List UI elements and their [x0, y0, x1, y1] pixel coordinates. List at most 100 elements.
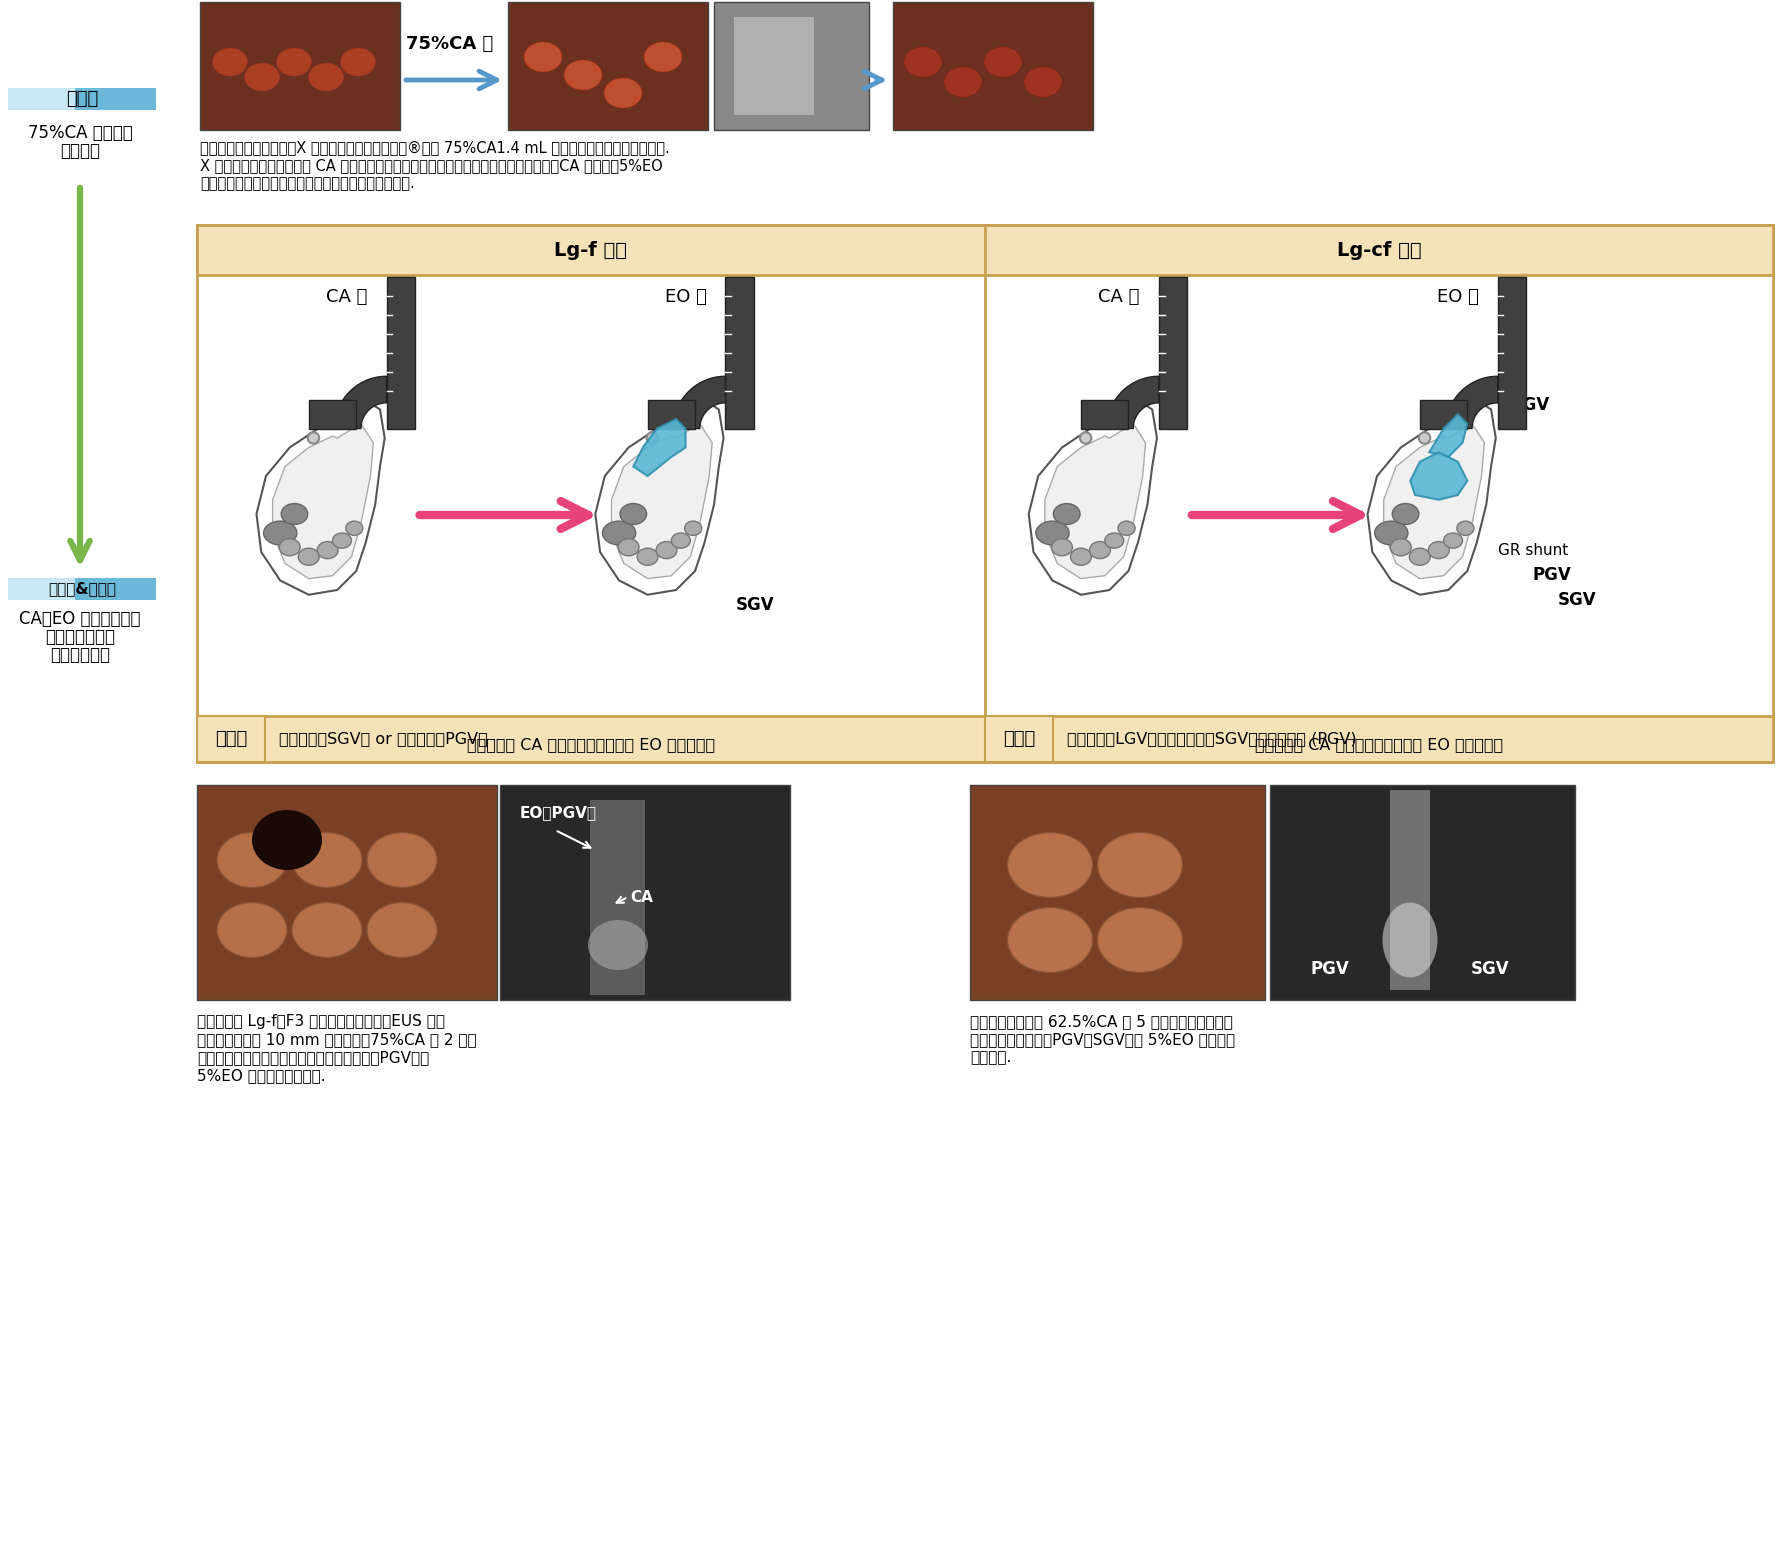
Ellipse shape — [1392, 503, 1419, 525]
Ellipse shape — [316, 542, 338, 559]
Polygon shape — [1029, 400, 1157, 595]
Bar — [1159, 276, 1188, 428]
Ellipse shape — [309, 62, 343, 90]
Text: Lg-cf 症例: Lg-cf 症例 — [1337, 240, 1421, 260]
Ellipse shape — [637, 548, 658, 566]
Ellipse shape — [332, 533, 352, 548]
Ellipse shape — [292, 832, 363, 888]
Ellipse shape — [341, 48, 375, 76]
Text: に注入し，胃静脈脉血流を遷断し，供血路（PGV）に: に注入し，胃静脈脉血流を遷断し，供血路（PGV）に — [197, 1050, 428, 1066]
Ellipse shape — [299, 548, 320, 566]
Ellipse shape — [263, 520, 297, 545]
Ellipse shape — [1428, 542, 1449, 559]
Bar — [500, 785, 789, 1000]
Ellipse shape — [279, 539, 300, 556]
Text: Lg-f 症例: Lg-f 症例 — [555, 240, 628, 260]
Bar — [725, 276, 754, 428]
Text: LGV: LGV — [1513, 396, 1550, 414]
Text: SGV: SGV — [1470, 960, 1510, 978]
Ellipse shape — [1419, 432, 1430, 444]
Bar — [1269, 785, 1575, 1000]
Ellipse shape — [1008, 832, 1092, 897]
Ellipse shape — [1118, 520, 1134, 536]
Text: 出血例: 出血例 — [66, 90, 98, 108]
Polygon shape — [272, 424, 373, 578]
Text: 胃静脈脉出血に対して，X 線透視下にリピオドール®混合 75%CA1.4 mL を注入し，瞬時に止血できた.: 胃静脈脉出血に対して，X 線透視下にリピオドール®混合 75%CA1.4 mL … — [199, 140, 670, 154]
Polygon shape — [1410, 452, 1467, 500]
Bar — [75, 578, 156, 600]
Polygon shape — [334, 375, 386, 428]
Text: 待期例&予防例: 待期例&予防例 — [48, 581, 116, 597]
Text: 胃静脈脉および: 胃静脈脉および — [44, 628, 116, 647]
Ellipse shape — [621, 503, 647, 525]
Text: る胃静脈脉径は 10 mm であった．75%CA を 2 カ所: る胃静脈脉径は 10 mm であった．75%CA を 2 カ所 — [197, 1031, 477, 1047]
Text: GR shunt: GR shunt — [1497, 542, 1568, 558]
Bar — [7, 87, 75, 111]
Ellipse shape — [1024, 67, 1061, 97]
Ellipse shape — [1444, 533, 1463, 548]
Ellipse shape — [217, 902, 286, 958]
Ellipse shape — [252, 810, 322, 869]
Ellipse shape — [1053, 503, 1079, 525]
Ellipse shape — [589, 921, 647, 971]
Ellipse shape — [1070, 548, 1092, 566]
Polygon shape — [1383, 424, 1485, 578]
Bar — [985, 717, 1053, 762]
Bar — [199, 2, 400, 129]
Bar — [715, 2, 869, 129]
Text: CA 法: CA 法 — [325, 288, 368, 305]
Text: X 線所見から胃静脈脉内が CA ポリマーで完全置換（閉鎖）されていることがわかる，CA 法後は，5%EO: X 線所見から胃静脈脉内が CA ポリマーで完全置換（閉鎖）されていることがわか… — [199, 157, 663, 173]
Ellipse shape — [1104, 533, 1124, 548]
Text: PGV: PGV — [1310, 960, 1350, 978]
Polygon shape — [612, 424, 713, 578]
Bar — [509, 2, 708, 129]
Text: PGV: PGV — [1533, 566, 1572, 584]
Text: 胃静脈脉を CA で置換し，供血路を EO で閉塑する: 胃静脈脉を CA で置換し，供血路を EO で閉塑する — [1255, 737, 1502, 753]
Polygon shape — [596, 400, 724, 595]
Polygon shape — [633, 419, 686, 477]
Ellipse shape — [292, 902, 363, 958]
Ellipse shape — [647, 432, 658, 444]
Bar — [1390, 790, 1430, 989]
Ellipse shape — [1390, 539, 1412, 556]
Ellipse shape — [564, 61, 603, 90]
Bar — [1497, 276, 1526, 428]
Text: EO 法: EO 法 — [665, 288, 706, 305]
Ellipse shape — [345, 520, 363, 536]
Ellipse shape — [1008, 907, 1092, 972]
Polygon shape — [1106, 375, 1159, 428]
Ellipse shape — [983, 47, 1022, 76]
Bar — [197, 717, 265, 762]
Text: EO（PGV）: EO（PGV） — [519, 805, 597, 820]
Text: EO 法: EO 法 — [1437, 288, 1479, 305]
Text: 供血路: 供血路 — [215, 731, 247, 748]
Text: 胃静脈脉に対して 62.5%CA を 5 カ所に注入し血流を: 胃静脈脉に対して 62.5%CA を 5 カ所に注入し血流を — [971, 1014, 1232, 1028]
Ellipse shape — [1079, 432, 1092, 444]
Text: SGV: SGV — [1558, 590, 1597, 609]
Polygon shape — [1446, 375, 1497, 428]
Bar — [1081, 400, 1129, 428]
Bar — [7, 578, 75, 600]
Ellipse shape — [603, 520, 637, 545]
Bar — [197, 785, 498, 1000]
Ellipse shape — [656, 542, 677, 559]
Bar — [197, 224, 1773, 276]
Bar — [647, 400, 695, 428]
Ellipse shape — [366, 832, 437, 888]
Bar — [734, 17, 814, 115]
Bar — [590, 799, 645, 996]
Text: 胃静脈脉を CA で置換し，供血路を EO で閉塑する: 胃静脈脉を CA で置換し，供血路を EO で閉塑する — [468, 737, 715, 753]
Text: 75%CA 法による: 75%CA 法による — [28, 125, 132, 142]
Ellipse shape — [644, 42, 683, 72]
Polygon shape — [256, 400, 384, 595]
Bar — [893, 2, 1093, 129]
Text: 内視鏡では Lg-f，F3 の胃静脈脉を認め，EUS によ: 内視鏡では Lg-f，F3 の胃静脈脉を認め，EUS によ — [197, 1014, 444, 1028]
Polygon shape — [1367, 400, 1495, 595]
Ellipse shape — [245, 62, 279, 90]
Ellipse shape — [605, 78, 642, 108]
Ellipse shape — [281, 503, 308, 525]
Bar — [197, 224, 1773, 762]
Text: 左胃静脈（LGV），短胃静脈（SGV），後胃静脈 (PGV): 左胃静脈（LGV），短胃静脈（SGV），後胃静脈 (PGV) — [1067, 732, 1357, 746]
Ellipse shape — [1051, 539, 1072, 556]
Text: 終了した.: 終了した. — [971, 1050, 1012, 1066]
